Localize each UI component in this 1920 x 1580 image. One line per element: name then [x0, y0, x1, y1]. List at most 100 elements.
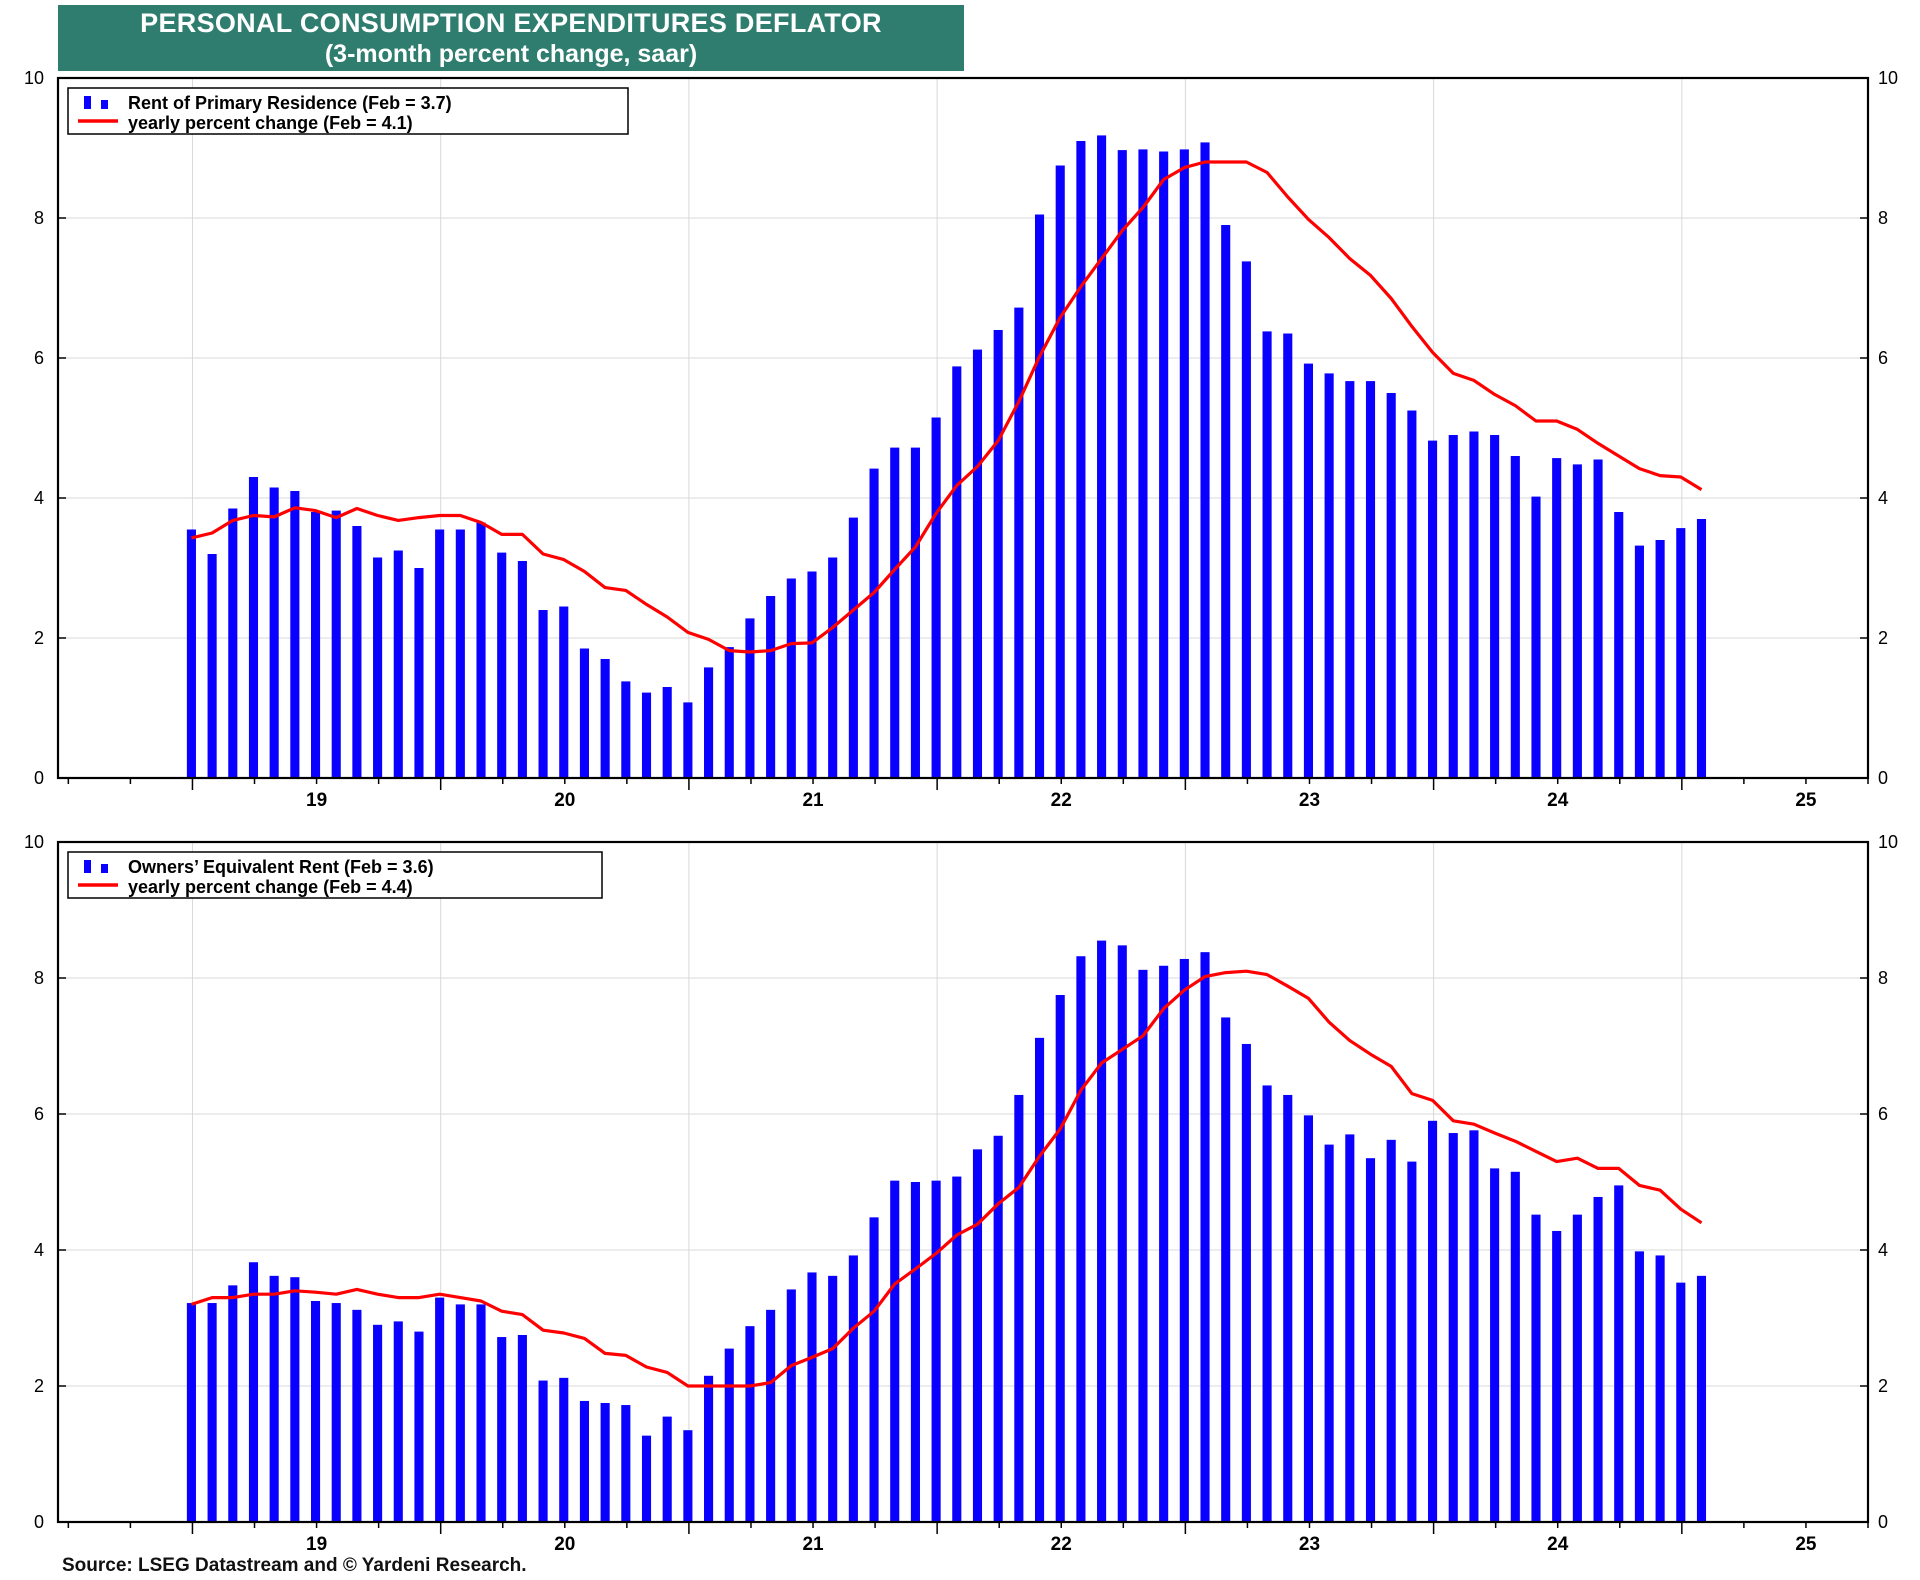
bar	[414, 1331, 424, 1522]
bar	[476, 522, 486, 778]
bar	[1014, 307, 1024, 778]
bar	[352, 526, 362, 778]
bar	[600, 659, 610, 778]
bar	[1303, 363, 1314, 778]
x-tick-label: 24	[1547, 790, 1569, 811]
y-tick-label-left: 8	[34, 968, 44, 988]
bar	[724, 647, 734, 778]
bar	[1428, 1120, 1438, 1522]
bar	[910, 1182, 920, 1522]
bar	[1490, 1168, 1500, 1522]
bar	[1055, 165, 1065, 778]
legend-bar-swatch	[84, 96, 91, 109]
bar	[1076, 956, 1086, 1522]
series-line	[190, 969, 1703, 1388]
bar	[331, 510, 341, 778]
bar	[228, 1285, 238, 1522]
bar	[600, 1403, 610, 1522]
y-tick-label-left: 2	[34, 628, 44, 648]
bar	[1572, 464, 1582, 778]
bar	[248, 1262, 259, 1522]
bar	[373, 1324, 383, 1522]
x-tick-label: 19	[306, 1534, 327, 1555]
y-tick-label-right: 8	[1878, 208, 1888, 228]
plot-frame	[56, 76, 1870, 780]
x-tick-label: 22	[1051, 1534, 1072, 1555]
bar	[1552, 458, 1562, 778]
bar	[1097, 135, 1107, 778]
bar	[1386, 393, 1396, 778]
bar	[248, 477, 259, 778]
bar	[662, 687, 672, 778]
bar	[186, 529, 196, 778]
bar	[1655, 1255, 1665, 1522]
bar	[269, 1275, 279, 1522]
y-tick-label-left: 4	[34, 1240, 44, 1260]
bar	[869, 468, 879, 778]
bar	[290, 1277, 300, 1522]
bar	[828, 557, 838, 778]
legend-box	[67, 851, 603, 899]
bar	[1014, 1094, 1024, 1522]
bar	[1324, 373, 1334, 778]
bar	[993, 330, 1003, 778]
bar	[186, 1303, 196, 1522]
chart-subtitle: (3-month percent change, saar)	[324, 40, 698, 68]
y-tick-label-right: 2	[1878, 628, 1888, 648]
bar	[435, 529, 445, 778]
bar	[807, 571, 817, 778]
bar	[766, 596, 776, 778]
bar	[1676, 528, 1686, 778]
bar	[414, 568, 424, 778]
bar	[724, 1348, 734, 1522]
legend-label-line: yearly percent change (Feb = 4.4)	[128, 877, 413, 897]
bar	[1345, 381, 1355, 778]
bar	[1386, 1139, 1396, 1522]
y-tick-label-left: 0	[34, 768, 44, 788]
bar	[931, 417, 941, 778]
y-tick-label-left: 2	[34, 1376, 44, 1396]
bar	[848, 1255, 858, 1522]
bar	[497, 552, 507, 778]
bar	[1159, 965, 1169, 1522]
x-tick-label: 21	[802, 1534, 824, 1555]
bar	[1614, 512, 1624, 778]
bar	[1634, 545, 1644, 778]
bar	[1262, 331, 1272, 778]
bar	[869, 1217, 879, 1522]
bar	[1365, 1158, 1376, 1522]
bar	[993, 1135, 1003, 1522]
bar	[455, 529, 465, 778]
bar	[1283, 1094, 1293, 1522]
legend-label-bars: Rent of Primary Residence (Feb = 3.7)	[128, 93, 452, 113]
bar	[766, 1309, 776, 1522]
bar	[1324, 1144, 1334, 1522]
bar	[207, 1303, 217, 1522]
x-tick-label: 22	[1051, 790, 1072, 811]
bar	[1241, 261, 1251, 778]
bar	[890, 447, 900, 778]
bar	[435, 1297, 445, 1522]
bar	[1531, 1214, 1541, 1522]
x-tick-label: 25	[1795, 790, 1817, 811]
legend-bar-swatch	[101, 864, 108, 873]
bar	[1407, 1161, 1417, 1522]
bar	[228, 508, 238, 778]
bar	[1034, 1037, 1045, 1522]
bar	[1200, 142, 1210, 778]
bar	[704, 1375, 714, 1522]
bar	[745, 618, 755, 778]
bar	[269, 487, 279, 778]
bar	[1593, 459, 1603, 778]
bar	[972, 349, 983, 778]
y-tick-label-left: 10	[24, 832, 44, 852]
bar	[828, 1275, 838, 1522]
bar	[1655, 540, 1665, 778]
y-tick-label-right: 6	[1878, 348, 1888, 368]
bar	[1345, 1134, 1355, 1522]
bar	[1593, 1196, 1603, 1522]
bar	[393, 1321, 403, 1522]
bar	[1117, 150, 1127, 779]
bar	[1241, 1043, 1251, 1522]
